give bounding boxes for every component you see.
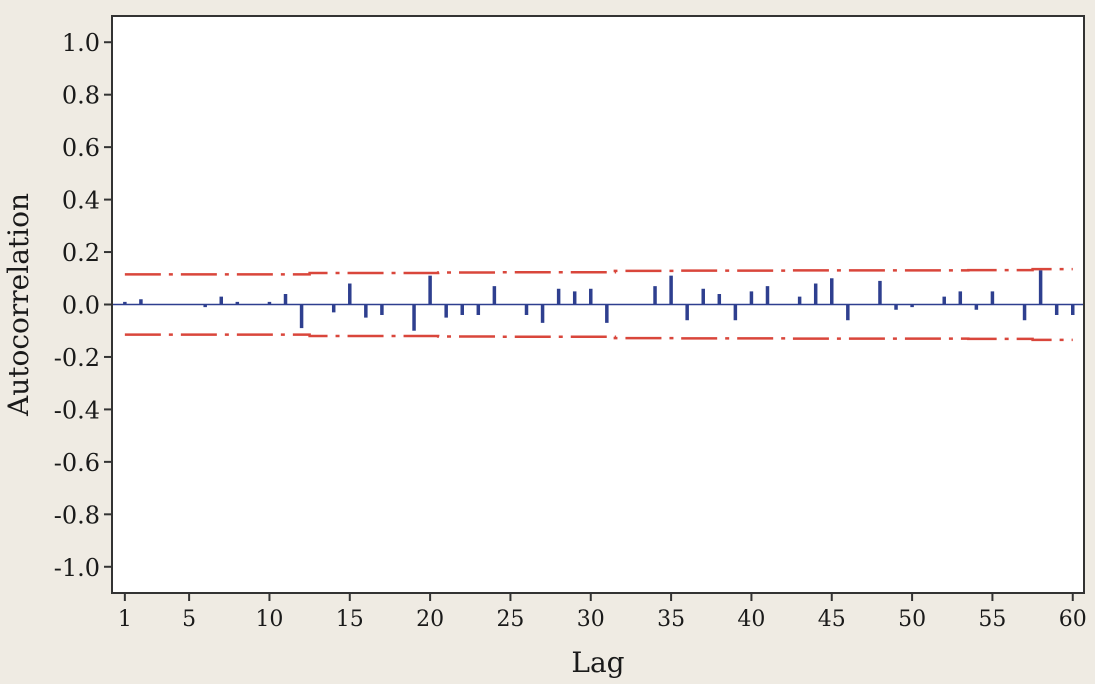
- acf-bar: [444, 304, 448, 318]
- y-tick-label: -0.4: [54, 396, 100, 424]
- acf-bar: [331, 304, 336, 313]
- acf-bar: [733, 304, 738, 321]
- y-tick-label: 0.2: [62, 239, 100, 267]
- acf-bar: [685, 304, 689, 321]
- acf-bar: [364, 304, 368, 318]
- acf-bar: [524, 304, 529, 315]
- y-tick-label: -0.6: [54, 449, 100, 477]
- y-tick-label: -0.8: [54, 501, 100, 529]
- acf-bar: [1038, 270, 1043, 305]
- x-axis-title: Lag: [571, 646, 624, 679]
- x-tick-label: 1: [118, 607, 132, 632]
- lower-confidence-limit: [124, 333, 1073, 342]
- acf-bar: [717, 294, 722, 305]
- acf-bar: [878, 280, 882, 305]
- acf-bar: [492, 286, 497, 305]
- y-axis-title: Autocorrelation: [2, 193, 35, 417]
- acf-bar: [460, 304, 464, 315]
- acf-bar: [283, 294, 288, 305]
- acf-bar: [540, 304, 545, 323]
- x-tick-label: 20: [416, 607, 444, 632]
- acf-bar: [765, 286, 770, 305]
- acf-bar: [235, 301, 240, 305]
- acf-bar: [428, 275, 432, 305]
- acf-bar: [476, 304, 481, 315]
- y-axis: 1.0 0.8 0.6 0.4 0.2 0.0 -0.2 -0.4 -0.6 -0.8 -1.0: [54, 29, 112, 582]
- acf-bar: [572, 291, 577, 305]
- acf-bar: [1054, 304, 1059, 315]
- x-tick-label: 60: [1059, 607, 1087, 632]
- acf-bar: [203, 304, 207, 308]
- x-tick-label: 10: [255, 607, 283, 632]
- acf-bar: [219, 296, 223, 305]
- acf-bar: [380, 304, 384, 315]
- x-tick-label: 5: [182, 607, 196, 632]
- y-tick-label: 0.6: [62, 134, 100, 162]
- acf-bar: [942, 296, 946, 305]
- acf-bar: [974, 304, 979, 310]
- acf-bar: [412, 304, 416, 331]
- x-tick-label: 55: [978, 607, 1006, 632]
- acf-bar: [299, 304, 304, 329]
- acf-bar: [797, 296, 802, 305]
- y-tick-label: -1.0: [54, 554, 100, 582]
- acf-bar: [556, 288, 561, 305]
- y-tick-label: 0.8: [62, 82, 100, 110]
- x-tick-label: 50: [898, 607, 926, 632]
- acf-bar: [894, 304, 898, 310]
- acf-bar: [139, 299, 143, 305]
- acf-bar: [348, 283, 352, 305]
- acf-bar: [589, 288, 593, 305]
- y-tick-label: -0.2: [54, 344, 100, 372]
- y-tick-label: 0.4: [62, 187, 100, 215]
- acf-bar: [267, 301, 272, 305]
- x-tick-label: 15: [336, 607, 364, 632]
- acf-bar: [123, 301, 127, 305]
- confidence-bands: [124, 267, 1073, 342]
- x-tick-label: 40: [737, 607, 765, 632]
- acf-bar: [653, 286, 657, 305]
- acf-bars: [123, 270, 1075, 331]
- acf-bar: [701, 288, 705, 305]
- acf-bar: [1022, 304, 1027, 321]
- acf-bar: [990, 291, 995, 305]
- x-tick-label: 30: [577, 607, 605, 632]
- acf-bar: [813, 283, 818, 305]
- acf-bar: [910, 304, 914, 308]
- acf-bar: [846, 304, 850, 321]
- acf-bar: [830, 278, 834, 305]
- acf-bar: [605, 304, 609, 323]
- acf-bar: [1071, 304, 1075, 315]
- acf-bar: [749, 291, 754, 305]
- acf-bar: [669, 275, 673, 305]
- x-axis: 1 5 10 15 20 25 30 35 40 45 50 55 60: [118, 593, 1087, 632]
- upper-confidence-limit: [124, 267, 1073, 276]
- x-tick-label: 25: [496, 607, 524, 632]
- y-tick-label: 1.0: [62, 29, 100, 57]
- acf-bar: [958, 291, 963, 305]
- x-tick-label: 45: [818, 607, 846, 632]
- y-tick-label: 0.0: [62, 292, 100, 320]
- x-tick-label: 35: [657, 607, 685, 632]
